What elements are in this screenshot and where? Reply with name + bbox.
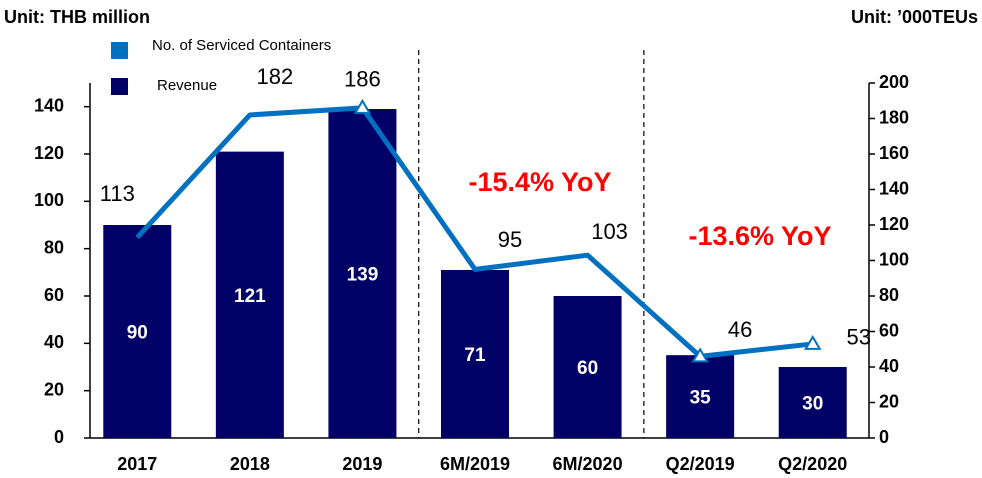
annotation: -15.4% YoY <box>468 167 611 197</box>
y2-tick-label: 40 <box>879 356 899 376</box>
y2-tick-label: 60 <box>879 320 899 340</box>
legend-label: Revenue <box>157 77 217 94</box>
marker <box>353 98 372 114</box>
y2-tick-label: 0 <box>879 427 889 447</box>
line-label: 186 <box>344 67 381 92</box>
line-label: 46 <box>728 317 752 342</box>
y2-tick-label: 100 <box>879 249 909 269</box>
bar-label: 121 <box>234 286 266 307</box>
bar-label: 30 <box>802 394 823 415</box>
line-label: 95 <box>498 227 522 252</box>
y-tick-label: 60 <box>44 285 64 305</box>
marker <box>803 334 822 350</box>
bar <box>441 269 509 438</box>
y-tick-label: 140 <box>34 95 64 115</box>
legend-swatch <box>111 78 128 95</box>
y-tick-label: 80 <box>44 237 64 257</box>
line-label: 103 <box>591 219 628 244</box>
bar-label: 35 <box>690 388 712 409</box>
line-label: 113 <box>100 181 135 206</box>
y2-axis-label: Unit: ’000TEUs <box>851 7 978 27</box>
bar <box>103 225 172 438</box>
bar <box>778 367 847 438</box>
annotation: -13.6% YoY <box>688 221 831 251</box>
legend-swatch <box>111 42 128 59</box>
y-tick-label: 100 <box>34 190 64 210</box>
x-tick-label: 6M/2020 <box>553 454 623 474</box>
legend-label: No. of Serviced Containers <box>152 37 331 54</box>
line-label: 53 <box>846 325 870 350</box>
x-tick-label: 6M/2019 <box>440 454 510 474</box>
bar <box>328 109 397 439</box>
bar-label: 90 <box>127 323 148 344</box>
y2-tick-label: 140 <box>879 178 909 198</box>
y2-tick-label: 160 <box>879 143 909 163</box>
y-tick-label: 20 <box>44 379 64 399</box>
bar <box>666 355 735 438</box>
y-axis-label: Unit: THB million <box>4 7 150 27</box>
x-tick-label: 2017 <box>117 454 157 474</box>
x-tick-label: Q2/2020 <box>778 454 847 474</box>
bar <box>553 296 622 438</box>
line-label: 182 <box>256 64 293 89</box>
y2-tick-label: 200 <box>879 72 909 92</box>
y2-tick-label: 180 <box>879 107 909 127</box>
y2-tick-label: 80 <box>879 285 899 305</box>
x-tick-label: 2018 <box>230 454 270 474</box>
y-tick-label: 120 <box>34 143 64 163</box>
marker <box>691 347 709 363</box>
bar-label: 60 <box>577 358 598 379</box>
bar-label: 71 <box>464 345 486 366</box>
x-tick-label: Q2/2019 <box>666 454 735 474</box>
y2-tick-label: 120 <box>879 214 909 234</box>
bar-label: 139 <box>347 265 379 286</box>
y2-tick-label: 20 <box>879 391 899 411</box>
x-tick-label: 2019 <box>342 454 382 474</box>
y-tick-label: 40 <box>44 332 64 352</box>
y-tick-label: 0 <box>54 427 64 447</box>
bar <box>215 151 284 438</box>
